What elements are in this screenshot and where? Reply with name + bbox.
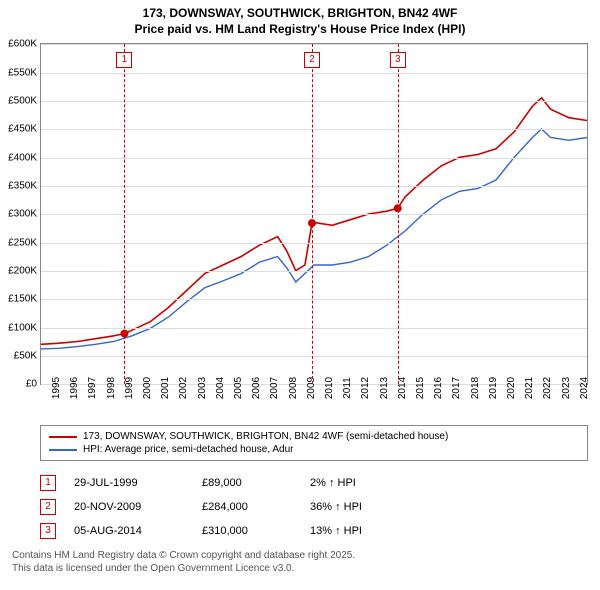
y-axis-label: £250K (8, 237, 37, 248)
attribution-line-2: This data is licensed under the Open Gov… (12, 562, 588, 575)
event-price: £89,000 (202, 477, 292, 489)
grid-line (41, 44, 587, 45)
event-line (398, 44, 399, 384)
event-hpi: 36% ↑ HPI (310, 501, 410, 513)
grid-line (41, 129, 587, 130)
y-axis-label: £350K (8, 180, 37, 191)
y-axis-label: £50K (14, 350, 37, 361)
event-table-row: 2 20-NOV-2009 £284,000 36% ↑ HPI (40, 495, 588, 519)
legend-label: HPI: Average price, semi-detached house,… (83, 444, 294, 455)
event-marker: 2 (304, 52, 320, 68)
legend-label: 173, DOWNSWAY, SOUTHWICK, BRIGHTON, BN42… (83, 431, 448, 442)
y-axis-label: £400K (8, 152, 37, 163)
legend-swatch (49, 436, 77, 438)
event-line (312, 44, 313, 384)
grid-line (41, 299, 587, 300)
event-table-marker: 1 (40, 475, 56, 491)
event-table-row: 3 05-AUG-2014 £310,000 13% ↑ HPI (40, 519, 588, 543)
legend-item: HPI: Average price, semi-detached house,… (49, 443, 579, 456)
series-line (41, 129, 587, 349)
event-line (124, 44, 125, 384)
y-axis-label: £150K (8, 294, 37, 305)
title-line-1: 173, DOWNSWAY, SOUTHWICK, BRIGHTON, BN42… (0, 6, 600, 22)
event-date: 05-AUG-2014 (74, 525, 184, 537)
y-axis-label: £300K (8, 209, 37, 220)
y-axis-label: £200K (8, 265, 37, 276)
grid-line (41, 271, 587, 272)
y-axis-label: £450K (8, 124, 37, 135)
grid-line (41, 243, 587, 244)
chart-title: 173, DOWNSWAY, SOUTHWICK, BRIGHTON, BN42… (0, 0, 600, 37)
event-hpi: 2% ↑ HPI (310, 477, 410, 489)
y-axis-label: £0 (26, 379, 37, 390)
x-axis-label: 2024 (569, 377, 590, 399)
event-date: 29-JUL-1999 (74, 477, 184, 489)
grid-line (41, 356, 587, 357)
legend: 173, DOWNSWAY, SOUTHWICK, BRIGHTON, BN42… (40, 425, 588, 461)
event-marker: 3 (390, 52, 406, 68)
y-axis-label: £500K (8, 95, 37, 106)
y-axis-label: £100K (8, 322, 37, 333)
event-date: 20-NOV-2009 (74, 501, 184, 513)
event-price: £310,000 (202, 525, 292, 537)
y-axis-label: £600K (8, 39, 37, 50)
grid-line (41, 328, 587, 329)
title-line-2: Price paid vs. HM Land Registry's House … (0, 22, 600, 38)
event-table-row: 1 29-JUL-1999 £89,000 2% ↑ HPI (40, 471, 588, 495)
grid-line (41, 101, 587, 102)
legend-swatch (49, 449, 77, 451)
grid-line (41, 214, 587, 215)
event-marker: 1 (116, 52, 132, 68)
event-table: 1 29-JUL-1999 £89,000 2% ↑ HPI 2 20-NOV-2009 £… (40, 471, 588, 543)
y-axis-label: £550K (8, 67, 37, 78)
grid-line (41, 73, 587, 74)
attribution-line-1: Contains HM Land Registry data © Crown c… (12, 549, 588, 562)
event-table-marker: 2 (40, 499, 56, 515)
chart-plot-area: £0£50K£100K£150K£200K£250K£300K£350K£400… (40, 43, 588, 385)
legend-item: 173, DOWNSWAY, SOUTHWICK, BRIGHTON, BN42… (49, 430, 579, 443)
grid-line (41, 158, 587, 159)
grid-line (41, 186, 587, 187)
event-price: £284,000 (202, 501, 292, 513)
chart-container: 173, DOWNSWAY, SOUTHWICK, BRIGHTON, BN42… (0, 0, 600, 575)
event-table-marker: 3 (40, 523, 56, 539)
attribution: Contains HM Land Registry data © Crown c… (12, 549, 588, 575)
event-hpi: 13% ↑ HPI (310, 525, 410, 537)
